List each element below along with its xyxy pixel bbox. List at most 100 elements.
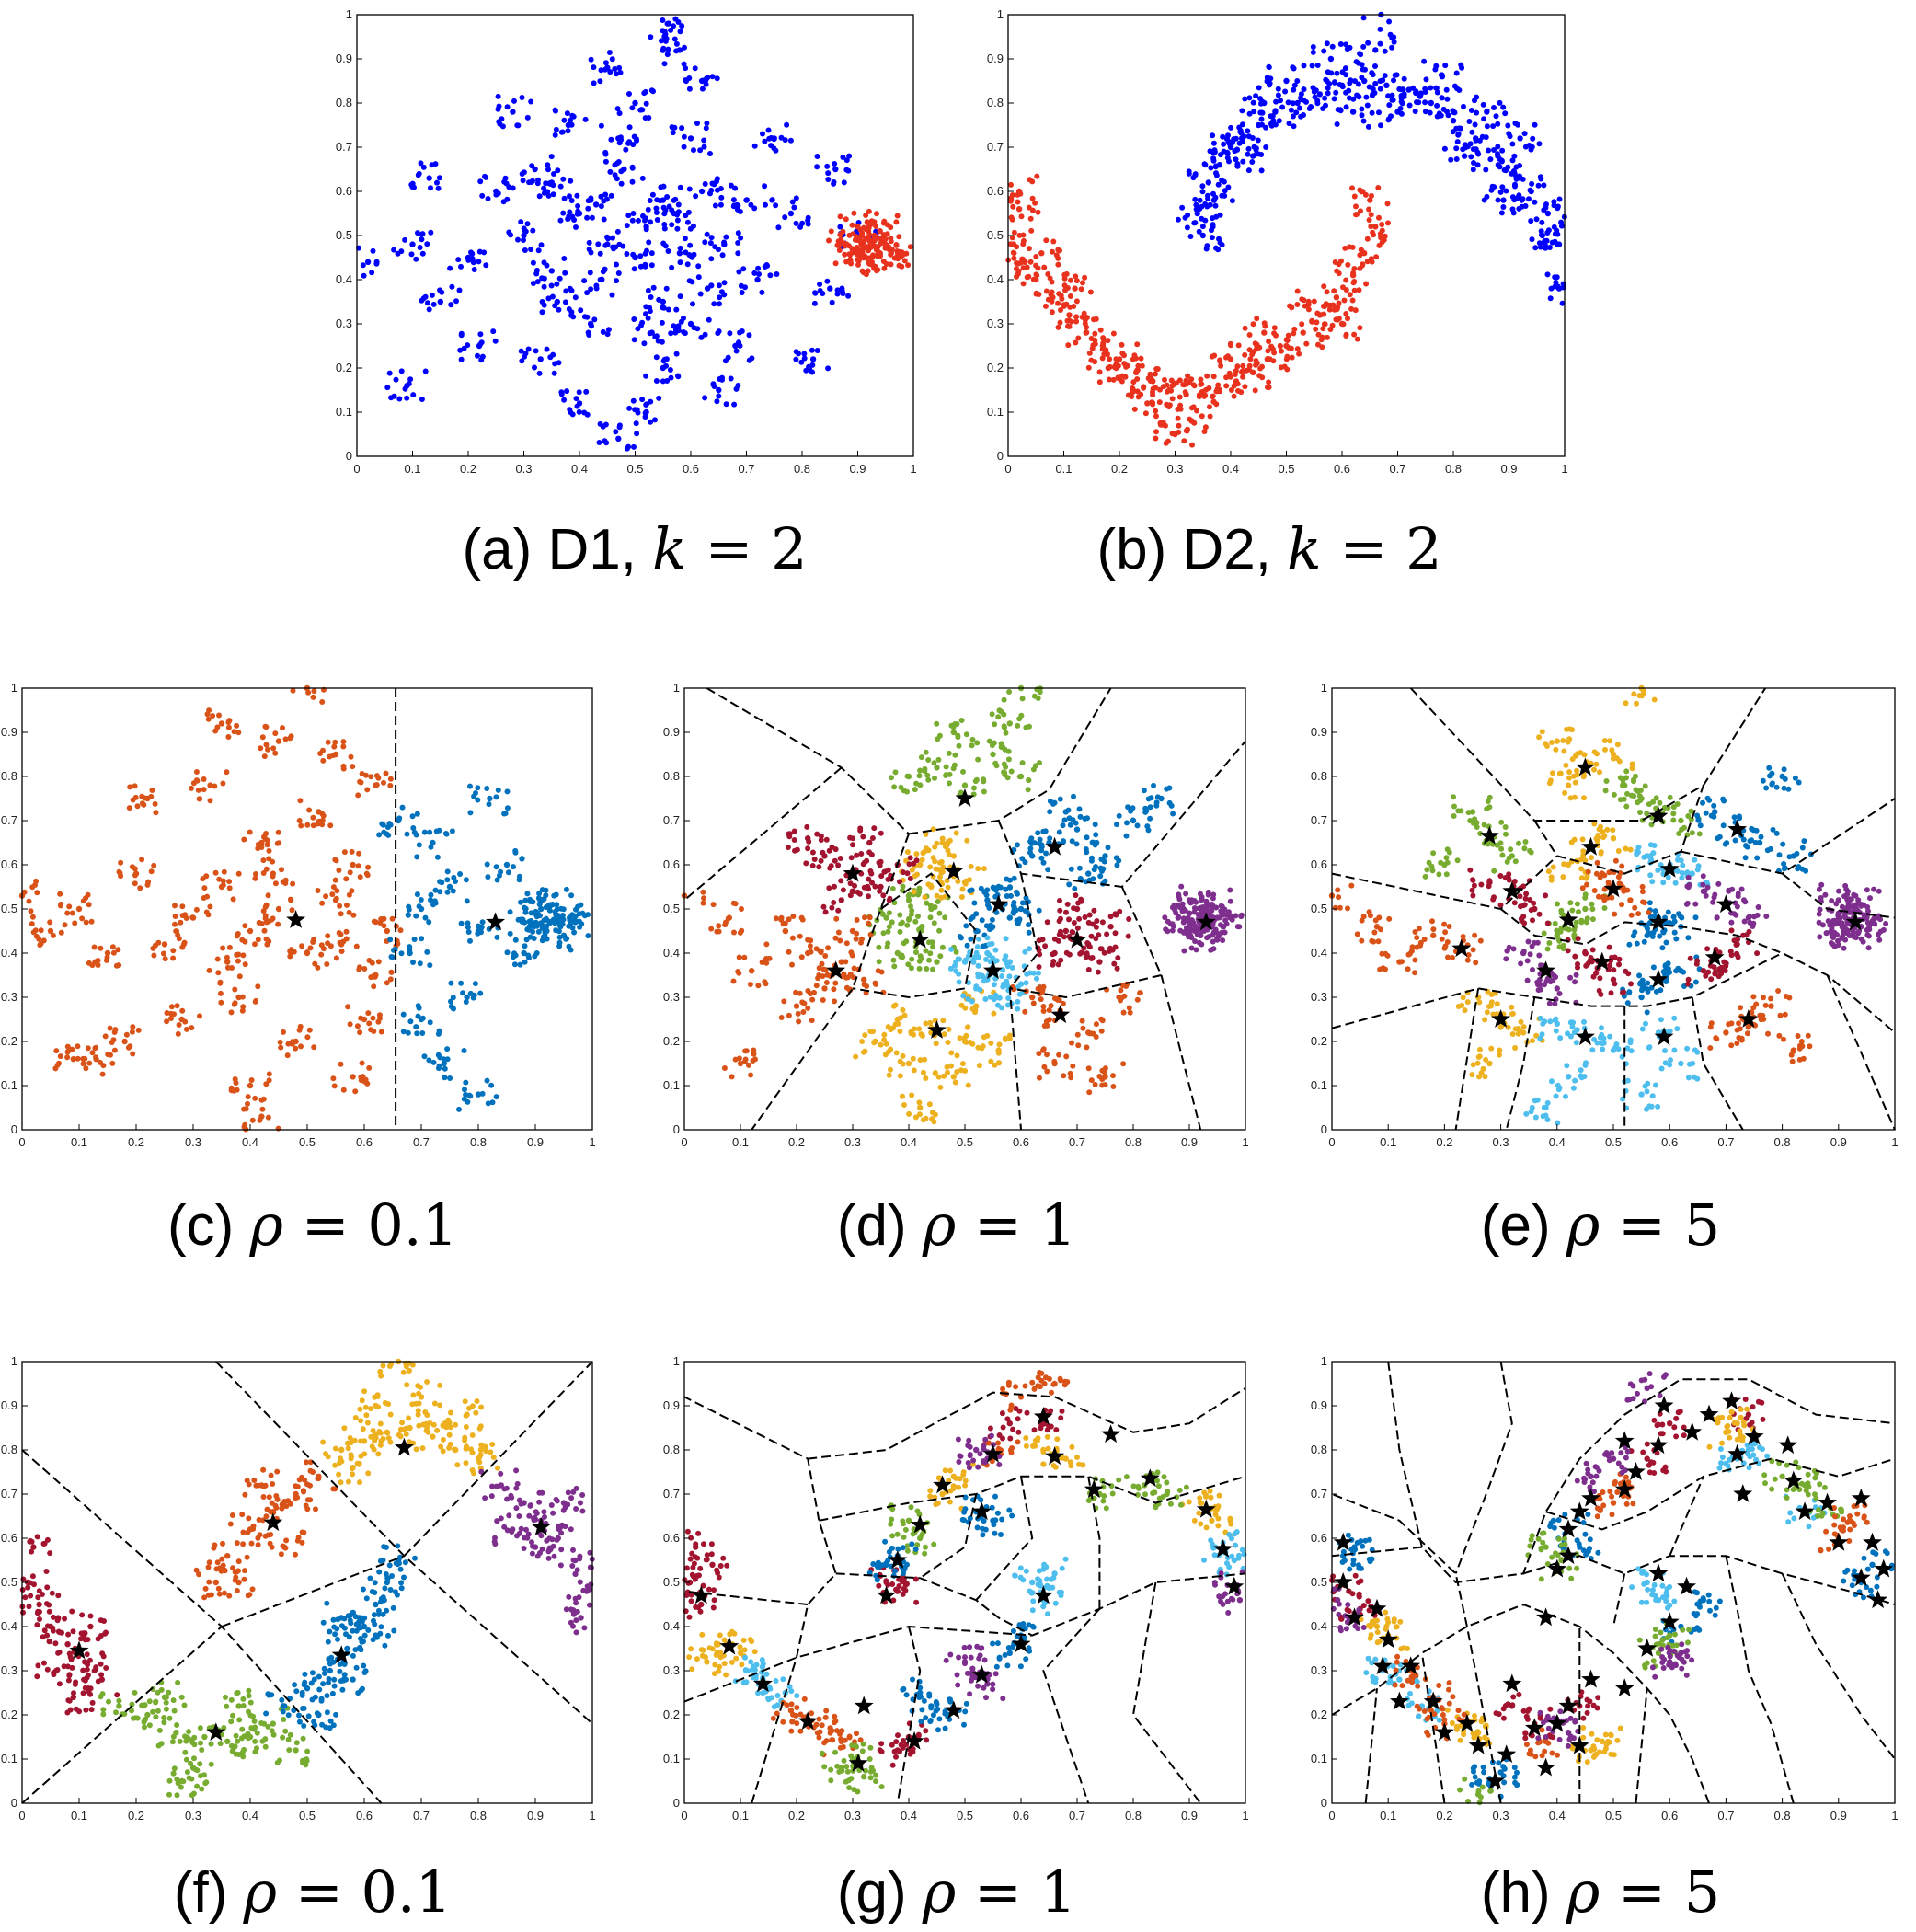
data-point (1591, 766, 1597, 773)
data-point (155, 939, 162, 946)
data-point (885, 1049, 891, 1055)
data-point (923, 948, 929, 954)
data-point (1555, 241, 1560, 247)
data-point (1249, 159, 1256, 165)
data-point (1027, 845, 1034, 852)
data-point (689, 279, 695, 285)
data-point (992, 721, 998, 728)
data-point (1097, 327, 1104, 333)
data-point (1557, 1035, 1564, 1041)
data-point (377, 920, 384, 926)
data-point (897, 879, 902, 885)
data-point (712, 202, 718, 209)
data-point (1085, 870, 1092, 877)
data-point (1169, 383, 1176, 389)
data-point (442, 1075, 448, 1081)
data-point (1674, 868, 1681, 874)
data-point (671, 210, 677, 217)
data-point (278, 1044, 284, 1051)
data-point (986, 952, 992, 959)
data-point (500, 199, 507, 205)
data-point (70, 1056, 77, 1063)
data-point (645, 206, 651, 213)
data-point (935, 1074, 942, 1080)
data-point (1262, 323, 1268, 329)
data-point (207, 782, 213, 788)
data-point (1476, 137, 1483, 144)
data-point (827, 865, 833, 871)
data-point (684, 219, 691, 225)
data-point (643, 215, 648, 222)
data-point (775, 224, 782, 231)
data-point (958, 894, 965, 900)
data-point (384, 980, 390, 986)
data-point (1655, 868, 1661, 873)
data-point (247, 829, 253, 835)
data-point (1192, 196, 1199, 202)
data-point (21, 889, 28, 895)
data-point (1351, 193, 1358, 200)
data-point (456, 287, 463, 293)
data-point (1343, 287, 1349, 293)
data-point (1193, 206, 1199, 213)
data-point (752, 1056, 758, 1063)
data-point (848, 855, 855, 861)
data-point (1153, 408, 1159, 414)
data-point (668, 27, 674, 33)
data-point (876, 959, 882, 965)
data-point (889, 775, 894, 781)
data-point (1141, 788, 1147, 794)
data-point (1351, 331, 1358, 338)
data-point (205, 912, 212, 918)
data-point (170, 948, 177, 954)
data-point (381, 779, 386, 786)
data-point (908, 903, 913, 910)
data-point (1066, 815, 1073, 822)
data-point (1214, 935, 1221, 941)
centroid-star (955, 788, 975, 807)
data-point (189, 785, 194, 791)
data-point (448, 302, 454, 308)
data-point (1006, 1035, 1013, 1041)
data-point (1465, 810, 1472, 816)
data-point (778, 914, 785, 921)
x-tick-label: 0.6 (1013, 1135, 1029, 1149)
data-point (465, 929, 472, 935)
data-point (568, 117, 573, 123)
data-point (1513, 174, 1520, 180)
data-point (450, 888, 456, 894)
data-point (934, 720, 940, 727)
data-point (1171, 902, 1177, 908)
data-point (1210, 932, 1216, 938)
data-point (421, 829, 428, 835)
data-point (319, 822, 326, 828)
series-1 (1175, 11, 1567, 306)
data-point (1467, 818, 1474, 823)
data-point (1039, 937, 1046, 943)
data-point (1493, 113, 1499, 120)
data-point (603, 440, 610, 446)
data-point (565, 128, 571, 134)
data-point (707, 240, 714, 247)
data-point (1061, 302, 1067, 308)
data-point (589, 214, 595, 221)
data-point (486, 801, 492, 808)
data-point (1258, 167, 1265, 174)
centroids (286, 910, 506, 931)
data-point (749, 355, 755, 362)
data-point (1058, 293, 1064, 299)
data-points (1005, 11, 1567, 448)
data-point (172, 914, 178, 919)
data-point (1061, 1073, 1067, 1079)
data-point (1310, 49, 1316, 55)
data-point (699, 86, 706, 92)
data-point (888, 224, 894, 231)
data-point (965, 1082, 971, 1088)
data-point (917, 861, 924, 868)
data-point (836, 247, 843, 253)
data-point (979, 917, 985, 924)
data-point (762, 957, 768, 963)
data-point (649, 191, 656, 198)
data-point (1093, 864, 1099, 869)
data-point (659, 38, 664, 44)
